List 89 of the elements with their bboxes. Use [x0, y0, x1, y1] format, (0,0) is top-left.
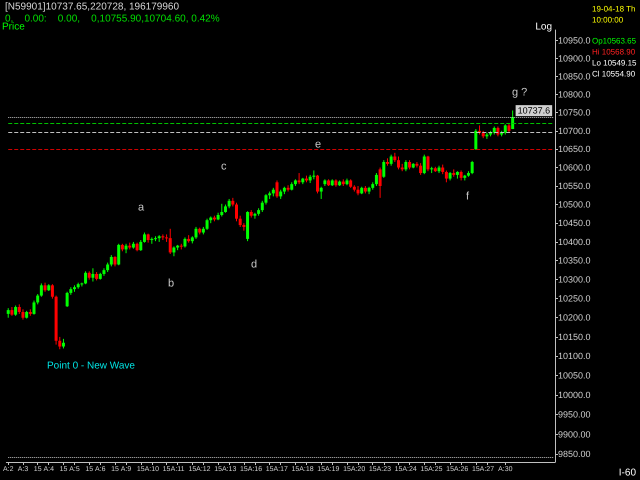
text: Op10563.65 [592, 36, 637, 46]
candlestick [382, 160, 386, 178]
candlestick [228, 198, 231, 209]
candlestick [106, 262, 110, 273]
y-tick-label: 10400.0 [558, 236, 591, 247]
y-tick-label: 10350.0 [558, 256, 591, 266]
y-tick-label: 10750.0 [558, 108, 591, 118]
candlestick [279, 189, 282, 200]
candlestick [58, 336, 62, 350]
text: Hi 10568.90 [592, 48, 636, 56]
candlestick [117, 243, 120, 266]
y-tick-label: 10900.0 [558, 54, 591, 64]
y-tick-label: 10250.0 [558, 294, 591, 304]
y-tick-label: 9850.00 [558, 449, 591, 460]
y-tick-label: 10300.0 [558, 274, 591, 285]
candlestick [14, 304, 18, 316]
candlestick [474, 128, 478, 150]
y-tick-label: 10200.0 [558, 312, 591, 323]
text: I-60 [618, 468, 636, 478]
candlestick [316, 174, 320, 194]
candlestick [220, 203, 224, 217]
candlestick [66, 291, 69, 308]
candlestick [460, 170, 463, 181]
candlestick [146, 233, 150, 244]
candlestick [194, 226, 198, 240]
candlestick [110, 254, 113, 267]
candlestick [422, 154, 426, 175]
candlestick [507, 123, 510, 134]
annotation: Point 0 - New Wave [47, 360, 136, 372]
text: Cl 10554.90 [592, 70, 636, 78]
candlestick [470, 160, 474, 175]
candlestick [168, 228, 172, 254]
candlestick [276, 180, 279, 198]
candlestick [390, 154, 393, 166]
annotation: e [315, 138, 322, 150]
candlestick [397, 156, 400, 170]
text: 10:00:00 [592, 16, 624, 24]
y-tick-label: 10500.0 [558, 200, 591, 210]
y-tick-label: 10000.0 [558, 390, 591, 400]
candlestick [21, 308, 24, 320]
candlestick [84, 270, 88, 285]
candlestick [40, 282, 43, 298]
y-tick-label: 10950.0 [558, 36, 591, 46]
y-tick-label: 10050.0 [558, 370, 591, 381]
y-tick-label: 10100.0 [558, 351, 591, 362]
candlestick [206, 218, 209, 230]
y-tick-label: 9950.00 [558, 410, 591, 420]
candlestick [114, 256, 117, 267]
text: Log [535, 22, 552, 32]
candlestick [378, 167, 382, 198]
candlestick [374, 172, 378, 186]
y-tick-label: 9900.00 [558, 429, 591, 440]
chart-title: [N59901]10737.65,220728, 196179960 [5, 2, 180, 12]
ref-line-label: 10737.6 [518, 106, 550, 116]
candlestick [426, 155, 430, 172]
y-tick-label: 10700.0 [558, 126, 591, 136]
y-tick-label: 10650.0 [558, 144, 591, 154]
candlestick [124, 243, 128, 254]
candlestick [183, 236, 186, 248]
candlestick [320, 186, 323, 200]
candlestick [419, 162, 422, 176]
annotation: a [138, 202, 145, 214]
candlestick [441, 164, 444, 175]
annotation: g ? [512, 86, 528, 98]
y-tick-label: 10550.0 [558, 180, 591, 191]
candlestick [44, 282, 47, 292]
candlestick [298, 172, 301, 185]
y-axis-title: Price [2, 22, 26, 32]
y-tick-label: 10150.0 [558, 332, 591, 342]
annotation: f [466, 190, 470, 202]
candlestick [62, 338, 65, 349]
text: Lo 10549.15 [592, 58, 638, 68]
candlestick [312, 170, 316, 180]
candlestick [408, 160, 412, 170]
y-tick-label: 10850.0 [558, 72, 591, 82]
annotation: c [221, 160, 227, 172]
y-tick-label: 10600.0 [558, 162, 591, 173]
annotation: d [251, 258, 258, 270]
candlestick [6, 308, 10, 318]
text: 19-04-18 Th [592, 4, 636, 14]
candlestick [356, 185, 360, 196]
candlestick [172, 246, 176, 257]
candlestick [504, 124, 507, 136]
y-tick-label: 10800.0 [558, 90, 591, 100]
candlestick [404, 160, 408, 172]
annotation: b [168, 278, 174, 290]
candlestick [444, 170, 448, 183]
y-tick-label: 10450.0 [558, 218, 591, 228]
candlestick [91, 268, 94, 282]
